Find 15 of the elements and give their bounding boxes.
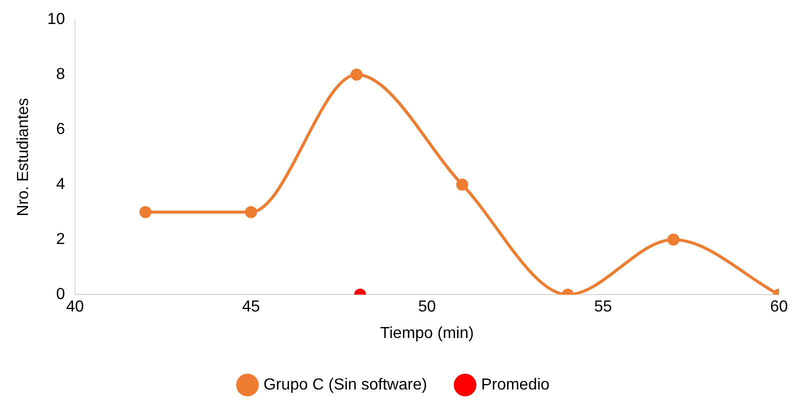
y-tick-label: 6 (56, 121, 66, 138)
x-tick-label: 45 (242, 298, 260, 316)
y-tick-label: 10 (47, 11, 66, 28)
x-tick-label: 40 (66, 298, 84, 316)
x-tick-label: 60 (770, 298, 788, 316)
y-tick-label: 4 (56, 176, 66, 194)
x-axis-title: Tiempo (min) (380, 324, 474, 342)
legend-label: Promedio (481, 376, 550, 394)
y-tick-label: 2 (56, 231, 66, 248)
legend-label: Grupo C (Sin software) (263, 376, 428, 394)
y-tick-label: 0 (56, 286, 66, 304)
y-axis-title: Nro. Estudiantes (15, 98, 32, 216)
y-tick-label: 8 (56, 66, 66, 84)
x-tick-label: 50 (418, 298, 436, 316)
x-tick-label: 55 (594, 298, 612, 316)
